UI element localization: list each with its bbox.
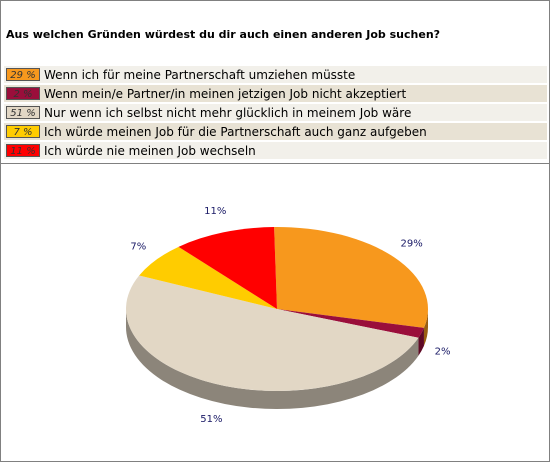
pie-slice-side [423,309,428,346]
pie-slice-label: 51% [200,414,222,425]
pie-chart: 29% 2% 51% 7% 11% [125,206,451,425]
legend-item: 7 % Ich würde meinen Job für die Partner… [4,123,547,140]
legend: 29 % Wenn ich für meine Partnerschaft um… [4,66,547,161]
pie-slice-label: 7% [130,242,146,253]
legend-label: Ich würde nie meinen Job wechseln [44,143,256,158]
legend-label: Wenn mein/e Partner/in meinen jetzigen J… [44,86,407,101]
legend-swatch: 2 % [6,87,40,100]
pie-slice [139,246,277,309]
legend-label: Ich würde meinen Job für die Partnerscha… [44,124,427,139]
legend-swatch: 29 % [6,68,40,81]
legend-swatch: 7 % [6,125,40,138]
pie-slice [274,227,428,328]
pie-side-walls [126,309,428,409]
pie-slice [125,275,419,392]
pie-slice-label: 2% [435,347,451,358]
legend-item: 29 % Wenn ich für meine Partnerschaft um… [4,66,547,83]
legend-swatch: 11 % [6,144,40,157]
divider [1,163,549,164]
pie-slice-label: 29% [401,238,423,249]
pie-slice-side [418,327,424,356]
legend-item: 2 % Wenn mein/e Partner/in meinen jetzig… [4,85,547,102]
pie-slice-label: 11% [204,206,226,217]
legend-label: Nur wenn ich selbst nicht mehr glücklich… [44,105,412,120]
pie-slice [178,227,277,309]
poll-question: Aus welchen Gründen würdest du dir auch … [6,28,441,41]
pie-slice-side [126,309,419,409]
legend-item: 51 % Nur wenn ich selbst nicht mehr glüc… [4,104,547,121]
legend-swatch: 51 % [6,106,40,119]
pie-slice [277,309,424,338]
legend-item: 11 % Ich würde nie meinen Job wechseln [4,142,547,159]
legend-label: Wenn ich für meine Partnerschaft umziehe… [44,67,356,82]
